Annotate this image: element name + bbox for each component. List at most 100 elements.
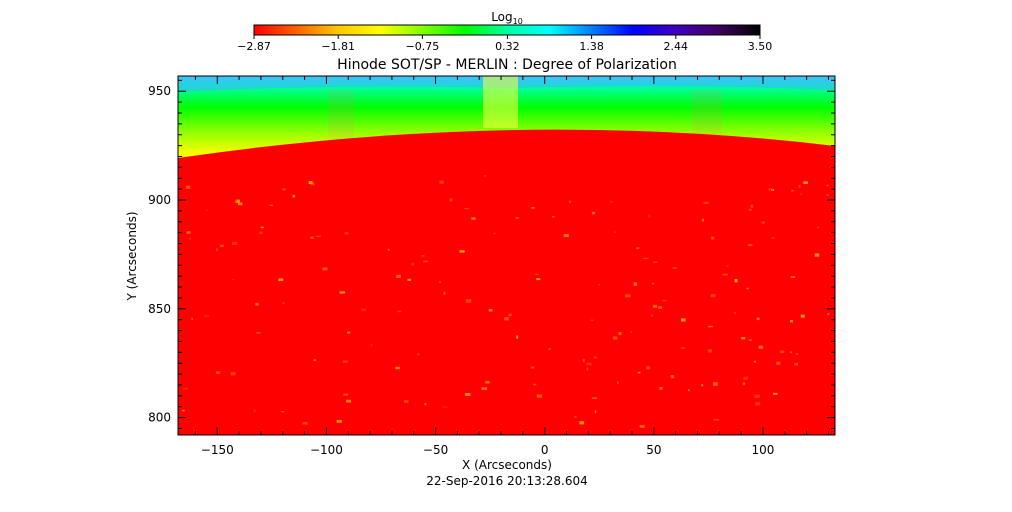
speckle [591,397,597,399]
speckle [648,214,651,218]
speckle [280,411,285,413]
speckle [748,244,753,247]
speckle [646,366,651,370]
speckle [504,317,509,321]
speckle [530,366,535,369]
speckle [465,299,472,303]
speckle [215,371,221,374]
speckle [618,332,622,336]
speckle [681,347,685,349]
speckle [313,359,317,361]
speckle [421,255,425,257]
x-tick-label: 0 [541,443,549,457]
speckle [186,185,191,189]
plot-frame [177,75,836,436]
slit-artifact [483,76,518,128]
colorbar-tick-label: 1.38 [579,40,604,53]
speckle [235,200,237,203]
colorbar-tick-label: 3.50 [748,40,773,53]
x-tick-label: 100 [752,443,775,457]
colorbar: Log10 −2.87 −1.81 −0.75 0.32 1.38 2.44 3.50 [237,10,772,53]
speckle [336,420,342,423]
speckle [183,388,188,390]
speckle [191,317,193,321]
speckle [278,278,284,281]
speckle [535,273,539,275]
speckle [459,250,465,253]
speckle [594,410,597,414]
speckle [726,265,729,267]
speckle [755,402,761,406]
speckle [658,306,663,309]
y-tick-label: 800 [148,411,171,425]
speckle [613,231,617,233]
speckle [748,339,752,342]
speckle [344,231,349,235]
speckle [346,399,352,403]
speckle [282,188,286,191]
speckle [216,248,218,252]
speckle [343,393,349,396]
speckle [701,384,703,387]
speckle [795,353,799,355]
speckle [817,226,819,229]
speckle [643,257,649,260]
speckle [617,381,619,385]
speckle [188,238,191,240]
colorbar-ticks: −2.87 −1.81 −0.75 0.32 1.38 2.44 3.50 [237,35,772,53]
speckle [515,217,519,219]
speckle [302,422,308,425]
x-tick-label: 50 [646,443,661,457]
speckle [713,382,718,386]
speckle [449,198,453,202]
x-tick-label: −100 [310,443,343,457]
speckle [814,253,820,257]
speckle [748,208,752,211]
speckle [672,267,678,269]
speckle [791,190,794,192]
disk-region [178,129,835,435]
speckle [404,400,409,403]
speckle [637,371,641,374]
speckle [826,184,829,187]
speckle [443,291,446,295]
speckle [260,226,264,229]
timestamp: 22-Sep-2016 20:13:28.604 [426,474,588,488]
speckle [734,312,736,314]
chart-title: Hinode SOT/SP - MERLIN : Degree of Polar… [337,57,677,73]
speckle [794,362,798,366]
colorbar-bar [253,24,761,36]
colorbar-tick-label: −1.81 [321,40,355,53]
speckle [586,362,592,366]
speckle [681,318,686,322]
speckle [636,247,640,250]
speckle [652,261,658,263]
speckle [579,421,585,425]
speckle [703,201,709,204]
speckle [465,393,471,396]
speckle [790,276,796,278]
speckle [773,392,778,395]
speckle [652,304,657,308]
speckle [253,409,256,413]
speckle [316,235,321,237]
colorbar-tick-label: 0.32 [495,40,520,53]
speckle [586,367,589,371]
speckle [220,244,224,247]
speckle [708,349,712,353]
speckle [488,309,493,312]
x-tick-label: −150 [201,443,234,457]
speckle [238,202,243,206]
speckle [593,356,598,359]
speckle [688,389,690,392]
speckle [397,310,402,313]
speckle [563,234,569,238]
speckle [776,361,781,365]
speckle [424,403,427,406]
heatmap-image [178,76,835,435]
speckle [417,353,420,356]
speckle [754,394,760,398]
speckle [548,348,551,350]
speckle [800,314,805,318]
